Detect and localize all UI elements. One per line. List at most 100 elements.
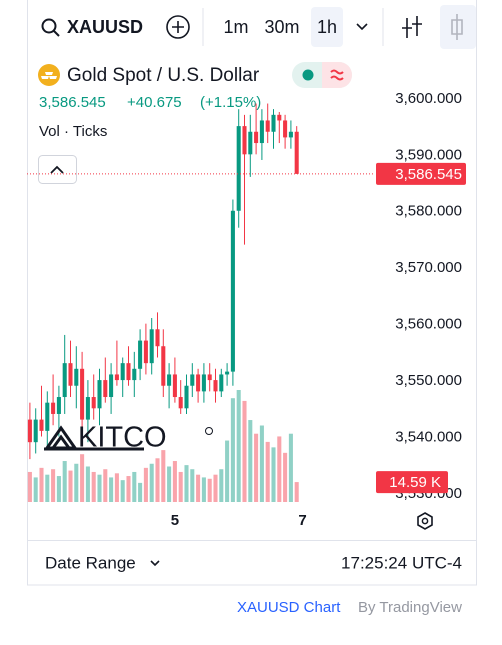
candle-body: [178, 397, 183, 409]
candle-body: [242, 126, 247, 155]
indicator-label: Vol · Ticks: [39, 123, 107, 140]
volume-bar: [196, 474, 201, 502]
candle-body: [254, 131, 259, 144]
volume-bar: [68, 470, 73, 502]
candle-body: [33, 419, 38, 443]
candle-body: [161, 346, 166, 386]
volume-bar: [138, 482, 143, 502]
interval-menu[interactable]: [356, 23, 368, 31]
candle-body: [120, 363, 125, 381]
candle-body: [259, 120, 264, 144]
date-range-button[interactable]: Date Range: [45, 553, 160, 572]
settings-button[interactable]: [417, 512, 433, 530]
candle-body: [288, 131, 293, 138]
indicators-button[interactable]: [402, 16, 422, 38]
volume-bar: [126, 476, 131, 502]
volume-bar: [62, 461, 67, 502]
volume-bar: [184, 465, 189, 502]
legend-price: 3,586.545: [39, 94, 106, 111]
intervals: 1m 30m 1h: [223, 7, 343, 47]
volume-bar: [248, 420, 253, 502]
volume-bar: [283, 452, 288, 502]
symbol: XAUUSD: [67, 17, 143, 37]
volume-bar: [167, 466, 172, 502]
volume-bar: [161, 450, 166, 502]
chart-type-button[interactable]: [440, 5, 476, 49]
market-open-dot: [302, 69, 314, 81]
last-price-tag: [376, 162, 466, 185]
volume-tag: [376, 471, 448, 494]
candle-body: [277, 114, 282, 121]
volume-bar: [242, 400, 247, 502]
candle-body: [248, 131, 253, 155]
clock: 17:25:24 UTC-4: [341, 553, 462, 572]
volume-bar: [271, 447, 276, 502]
indicators-icon: [402, 16, 422, 38]
candle-body: [265, 120, 270, 132]
add-icon-plus: [172, 21, 184, 33]
toolbar: XAUUSD 1m 30m 1h: [41, 5, 476, 49]
volume-bar: [172, 461, 177, 502]
collapse-button[interactable]: [38, 155, 77, 184]
volume-bar: [254, 433, 259, 502]
candle-body: [230, 210, 235, 372]
axes: 3,530.0003,540.0003,550.0003,560.0003,57…: [27, 90, 466, 529]
candle-body: [207, 374, 212, 381]
volume-bar: [207, 478, 212, 502]
volume-bar: [265, 441, 270, 502]
candle-body: [27, 419, 32, 443]
volume-tag-label: 14.59 K: [389, 474, 441, 491]
volume-bar: [201, 477, 206, 502]
volume-bar: [143, 467, 148, 502]
volume-bar: [85, 466, 90, 502]
status-pill-mid: [322, 62, 334, 88]
volume-bar: [114, 473, 119, 502]
volume-bar: [259, 425, 264, 502]
volume-bar: [132, 471, 137, 502]
volume-bar: [51, 469, 56, 502]
legend-change: +40.675: [127, 94, 182, 111]
add-symbol[interactable]: [166, 15, 190, 39]
y-tick-label: 3,540.000: [395, 428, 462, 445]
volume-bar: [56, 476, 61, 502]
date-range: Date Range: [45, 553, 136, 572]
symbol-search[interactable]: XAUUSD: [41, 17, 144, 37]
candle-body: [80, 368, 85, 420]
y-tick-label: 3,570.000: [395, 259, 462, 276]
chart-type-icon: [451, 14, 463, 40]
candle-body: [85, 397, 90, 420]
candle-body: [155, 329, 160, 347]
volume-bar: [33, 477, 38, 502]
interval[interactable]: 30m: [264, 17, 299, 37]
candle-body: [97, 380, 102, 409]
candle-body: [143, 340, 148, 364]
candle-body: [184, 385, 189, 409]
volume-bar: [120, 480, 125, 502]
volume-bar: [91, 471, 96, 502]
candle-body: [271, 114, 276, 132]
search-icon-handle: [53, 30, 60, 37]
data-delay-icon: [330, 69, 344, 81]
y-tick-label: 3,560.000: [395, 316, 462, 333]
candle-body: [167, 374, 172, 386]
volume-bar: [225, 440, 230, 502]
volume-bar: [213, 474, 218, 502]
search-icon: [41, 18, 57, 34]
y-tick-label: 3,550.000: [395, 372, 462, 389]
y-tick-label: 3,580.000: [395, 203, 462, 220]
volume-bar: [219, 469, 224, 502]
candle-body: [56, 397, 61, 414]
attribution-by: By TradingView: [358, 599, 462, 616]
symbol-logo-bars: [41, 72, 57, 79]
interval[interactable]: 1m: [223, 17, 248, 37]
x-tick-label: 5: [171, 512, 179, 529]
interval[interactable]: 1h: [317, 17, 337, 37]
candle-body: [225, 371, 230, 375]
date-range-chevron: [150, 560, 160, 567]
attribution-link[interactable]: XAUUSD Chart: [237, 599, 341, 616]
candle-body: [138, 340, 143, 369]
candle-body: [201, 374, 206, 392]
candle-body: [109, 374, 114, 398]
volume-bar: [45, 474, 50, 502]
volume-bar: [294, 482, 299, 502]
